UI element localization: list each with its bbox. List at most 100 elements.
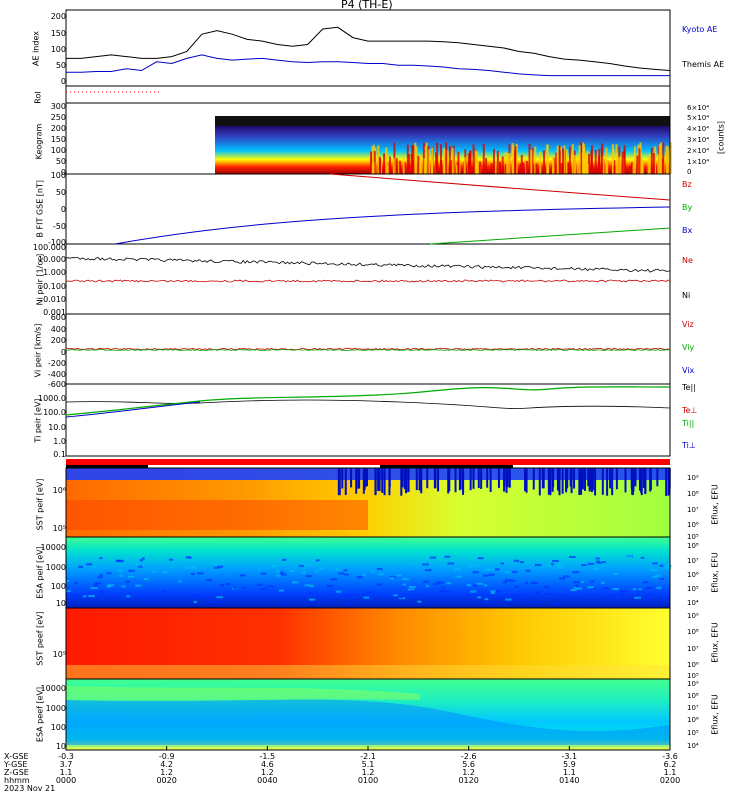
esa-ion-speckle [495,568,500,571]
keogram-aurora [514,146,517,174]
sst-ion-streak [341,468,344,489]
sst-ion-streak [589,468,592,490]
sst-ion-streak [580,468,583,495]
esa-ion-speckle [280,573,287,576]
legend-te-perp: Te⊥ [682,406,698,415]
esa-ion-speckle [151,570,157,573]
esa-ion-cb-tick: 10⁷ [687,557,699,565]
sst-ion-streak [561,468,564,494]
keogram-aurora [370,151,373,174]
keogram-aurora [662,158,665,174]
sst-ion-streak [630,468,633,490]
esa-ion-speckle [483,584,487,587]
ae-tick: 0 [60,77,66,86]
ni-series-ne [65,279,671,283]
sst-ion-streak [508,468,511,488]
keogram-aurora [406,144,409,174]
esa-ion-speckle [233,586,237,589]
esa-ion-speckle [408,589,415,592]
sst-ion-streak [355,468,358,494]
esa-ion-speckle [601,561,606,564]
esa-ion-speckle [596,561,602,564]
esa-ion-speckle [572,571,580,574]
keogram-aurora [669,142,672,174]
esa-ion-speckle [525,581,529,584]
sst-ion-streak [564,468,567,491]
esa-ion-speckle [326,584,334,587]
sst-ion-streak [350,468,353,488]
esa-ion-speckle [396,596,404,599]
sst-ion-streak [538,468,541,496]
esa-ion-speckle [210,601,217,604]
esa-ion-speckle [477,557,484,560]
esa-ion-speckle [106,585,112,588]
ylabel-esa-ion: ESA peif [eV] [35,546,45,599]
esa-ion-speckle [276,574,282,577]
esa-ion-speckle [492,559,499,562]
esa-ion-speckle [239,574,246,577]
keogram-aurora [463,157,466,174]
esa-ion-speckle [66,561,72,564]
ae-series-themis [66,26,671,71]
esa-ion-speckle [282,558,287,561]
esa-ion-speckle [465,559,469,562]
sst-ion-streak [407,468,410,493]
keogram-aurora [496,150,499,174]
keogram-aurora [648,153,651,174]
keogram-aurora [403,162,406,174]
esa-ion-speckle [522,594,527,597]
sst-ion-streak [547,468,550,495]
esa-ion-speckle [153,598,158,601]
esa-ion-speckle [91,566,96,569]
esa-ion-speckle [363,596,370,599]
keogram-aurora [378,156,381,174]
sst-elec-spectrogram [66,608,670,679]
vi-tick: -200 [47,359,66,368]
panel-frame-ae [65,9,671,87]
keogram-aurora [574,155,577,174]
esa-ion-speckle [356,576,363,579]
esa-ion-speckle [393,594,398,597]
esa-elec-cb-tick: 10⁴ [687,742,699,750]
esa-ion-speckle [612,587,619,590]
esa-ion-speckle [504,579,511,582]
sst-ion-streak [486,468,489,488]
keogram-aurora [586,164,589,174]
esa-ion-tick: 10 [55,599,66,608]
esa-ion-speckle [417,600,422,603]
keogram-aurora [482,143,485,174]
sst-ion-streak [404,468,407,493]
esa-elec-cb-tick: 10⁵ [687,729,699,737]
keogram-aurora [508,152,511,174]
sst-ion-core [66,500,368,530]
esa-ion-speckle [588,594,593,597]
esa-ion-speckle [99,573,103,576]
sst-ion-cb-tick: 10⁹ [687,474,699,482]
keogram-aurora [388,156,391,174]
esa-ion-speckle [446,582,452,585]
keogram-aurora [632,163,635,174]
keogram-aurora [634,146,637,174]
esa-ion-speckle [466,594,473,597]
xtick-t: 0200 [659,776,681,785]
xtick-y: 4.6 [260,760,274,769]
esa-ion-speckle [656,586,662,589]
legend-themis-ae: Themis AE [682,60,725,69]
esa-ion-speckle [436,581,444,584]
esa-ion-speckle [343,569,348,572]
esa-ion-speckle [576,587,583,590]
axis-row-x: X-GSE [4,752,29,761]
keogram-aurora [654,146,657,174]
esa-ion-speckle [191,572,195,575]
esa-ion-speckle [292,581,299,584]
keogram-aurora [472,144,475,174]
sst-ion-streak [505,468,508,493]
esa-ion-speckle [642,558,646,561]
legend-ni: Ni [682,291,691,300]
esa-ion-speckle [308,591,313,594]
esa-ion-speckle [535,563,542,566]
esa-ion-speckle [304,584,311,587]
bfit-tick: 100 [50,171,66,180]
sst-elec-low-band [66,665,670,679]
esa-ion-speckle [550,563,555,566]
